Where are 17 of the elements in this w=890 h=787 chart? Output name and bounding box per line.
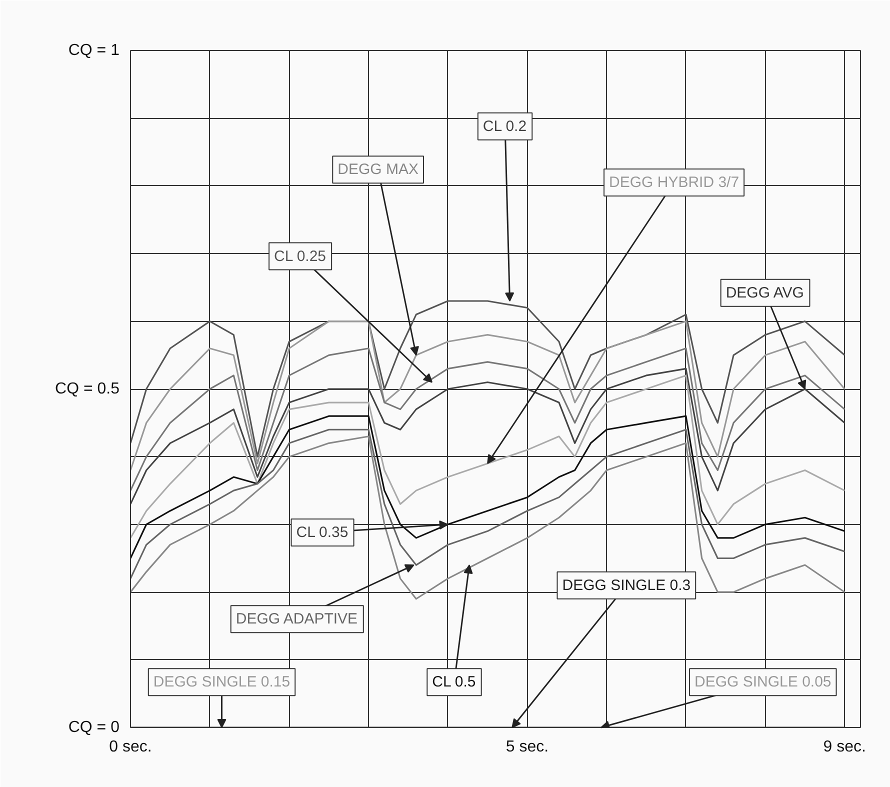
x-tick-label: 9 sec. bbox=[823, 738, 866, 756]
y-tick-label: CQ = 1 bbox=[68, 42, 120, 59]
annotation: CL 0.25 bbox=[274, 248, 326, 265]
annotation: CL 0.5 bbox=[432, 674, 476, 691]
x-tick-label: 0 sec. bbox=[109, 738, 152, 756]
annotation: DEGG SINGLE 0.15 bbox=[153, 674, 290, 691]
annotation: DEGG SINGLE 0.3 bbox=[562, 576, 691, 594]
annotation: DEGG HYBRID 3/7 bbox=[609, 174, 740, 192]
y-tick-label: CQ = 0.5 bbox=[55, 380, 120, 398]
annotation: CL 0.2 bbox=[482, 118, 527, 135]
annotation: DEGG AVG bbox=[726, 284, 804, 302]
annotation: DEGG SINGLE 0.05 bbox=[694, 674, 832, 691]
y-tick-label: CQ = 0 bbox=[68, 719, 120, 736]
annotation: DEGG MAX bbox=[338, 161, 418, 178]
annotation: DEGG ADAPTIVE bbox=[236, 610, 358, 628]
x-tick-label: 5 sec. bbox=[506, 738, 549, 756]
annotation: CL 0.35 bbox=[296, 524, 348, 542]
